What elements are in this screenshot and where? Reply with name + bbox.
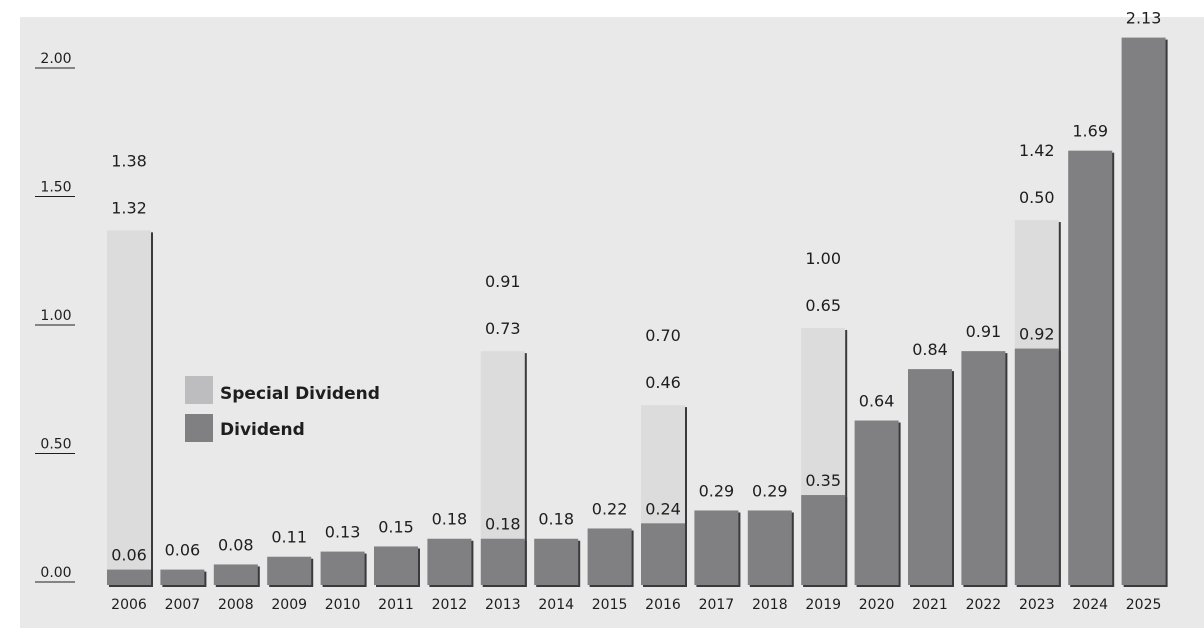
dividend-bar	[641, 523, 685, 585]
dividend-value-label: 2.13	[1126, 9, 1162, 28]
x-tick-label: 2017	[699, 597, 735, 613]
legend-label-special-dividend: Special Dividend	[220, 384, 380, 404]
dividend-value-label: 0.13	[325, 523, 361, 542]
dividend-value-label: 0.18	[432, 510, 468, 529]
dividend-bar	[1014, 348, 1059, 585]
special-dividend-value-label: 0.50	[1019, 188, 1055, 207]
data-labels: 0.06 1.32 1.38 0.06 0.08 0.11 0.13 0.15 0.18 0.18…	[111, 9, 1161, 565]
y-tick-label: 2.00	[40, 51, 71, 67]
x-tick-label: 2024	[1072, 597, 1108, 613]
dividend-value-label: 0.92	[1019, 325, 1055, 344]
dividend-value-label: 0.06	[111, 546, 147, 565]
dividend-value-label: 0.91	[966, 322, 1002, 341]
dividend-bar	[908, 369, 952, 585]
total-value-label: 1.00	[805, 249, 841, 268]
legend-swatch-dividend	[185, 414, 213, 442]
x-tick-label: 2019	[805, 597, 841, 613]
total-value-label: 1.38	[111, 151, 147, 170]
dividend-value-label: 0.64	[859, 392, 895, 411]
x-tick-label: 2018	[752, 597, 788, 613]
dividend-value-label: 0.29	[752, 481, 788, 500]
dividend-value-label: 0.08	[218, 535, 254, 554]
dividend-value-label: 0.22	[592, 499, 628, 518]
dividend-bar	[534, 538, 579, 585]
dividend-bar	[854, 420, 899, 585]
bars	[107, 37, 1168, 588]
dividend-value-label: 0.29	[699, 481, 735, 500]
special-dividend-value-label: 0.73	[485, 319, 521, 338]
dividend-bar	[1068, 150, 1113, 586]
x-tick-label: 2015	[592, 597, 628, 613]
x-tick-label: 2010	[325, 597, 361, 613]
legend: Special Dividend Dividend	[185, 376, 380, 442]
x-tick-label: 2021	[912, 597, 948, 613]
dividend-value-label: 0.18	[538, 510, 574, 529]
x-tick-label: 2016	[645, 597, 681, 613]
special-dividend-value-label: 0.65	[805, 296, 841, 315]
x-tick-label: 2011	[378, 597, 414, 613]
dividend-value-label: 0.18	[485, 515, 521, 534]
x-tick-label: 2023	[1019, 597, 1055, 613]
x-tick-label: 2022	[966, 597, 1002, 613]
x-tick-label: 2013	[485, 597, 521, 613]
total-value-label: 0.70	[645, 326, 681, 345]
y-axis: 0.00 0.50 1.00 1.50 2.00	[35, 51, 75, 583]
x-tick-label: 2025	[1126, 597, 1162, 613]
y-tick-label: 1.50	[40, 180, 71, 196]
x-tick-label: 2020	[859, 597, 895, 613]
dividend-bar	[801, 495, 846, 585]
dividend-value-label: 0.11	[271, 528, 307, 547]
dividend-bar	[1121, 37, 1166, 585]
x-axis: 2006 2007 2008 2009 2010 2011 2012 2013 2014 2015…	[111, 597, 1161, 613]
legend-label-dividend: Dividend	[220, 420, 305, 440]
x-tick-label: 2012	[432, 597, 468, 613]
x-tick-label: 2007	[165, 597, 201, 613]
special-dividend-value-label: 1.32	[111, 198, 147, 217]
dividend-bar	[480, 538, 525, 585]
y-tick-label: 1.00	[40, 308, 71, 324]
dividend-value-label: 0.24	[645, 499, 681, 518]
y-tick-label: 0.50	[40, 437, 71, 453]
special-dividend-value-label: 0.46	[645, 373, 681, 392]
dividend-bar	[694, 510, 739, 585]
x-tick-label: 2009	[271, 597, 307, 613]
dividend-bar	[213, 564, 258, 585]
dividend-bar	[747, 510, 792, 585]
dividend-value-label: 0.84	[912, 340, 948, 359]
dividend-value-label: 0.06	[165, 541, 201, 560]
special-dividend-bar	[107, 230, 151, 585]
dividend-value-label: 1.69	[1072, 122, 1108, 141]
dividend-value-label: 0.15	[378, 517, 414, 536]
y-tick-label: 0.00	[40, 565, 71, 581]
total-value-label: 1.42	[1019, 141, 1055, 160]
dividend-bar	[374, 546, 418, 585]
dividend-bar	[107, 569, 151, 585]
dividend-bar	[320, 551, 365, 585]
x-tick-label: 2008	[218, 597, 254, 613]
x-tick-label: 2014	[538, 597, 574, 613]
dividend-bar	[587, 528, 632, 585]
dividend-value-label: 0.35	[805, 471, 841, 490]
dividend-bar	[961, 351, 1006, 585]
total-value-label: 0.91	[485, 272, 521, 291]
dividend-bar	[427, 538, 472, 585]
dividend-bar	[267, 556, 312, 585]
x-tick-label: 2006	[111, 597, 147, 613]
legend-swatch-special-dividend	[185, 376, 213, 404]
dividend-bar	[160, 569, 205, 585]
